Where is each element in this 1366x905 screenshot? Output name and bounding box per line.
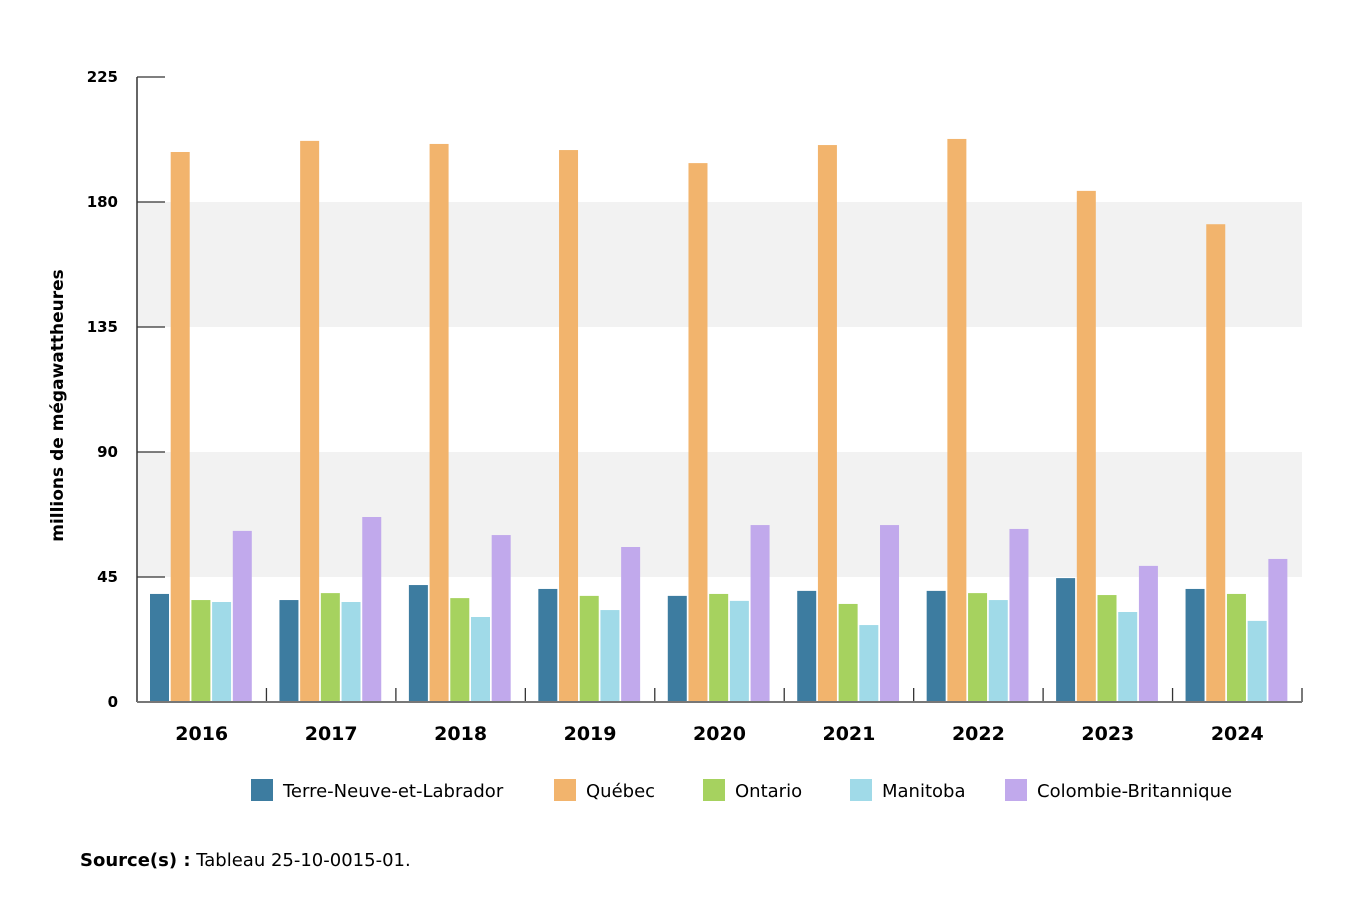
bar-manitoba-2021 bbox=[859, 625, 879, 702]
bar-qu-bec-2024 bbox=[1206, 224, 1226, 702]
y-tick-label: 90 bbox=[97, 443, 118, 461]
bar-terre-neuve-et-labrador-2020 bbox=[667, 595, 687, 702]
legend-label: Terre-Neuve-et-Labrador bbox=[282, 781, 504, 802]
source-note: Source(s) : Tableau 25-10-0015-01. bbox=[80, 850, 411, 871]
y-tick-label: 0 bbox=[108, 693, 118, 711]
x-tick-label: 2017 bbox=[305, 723, 358, 745]
legend-label: Québec bbox=[586, 781, 655, 802]
bar-ontario-2021 bbox=[838, 603, 858, 702]
bar-ontario-2023 bbox=[1097, 595, 1117, 702]
bar-manitoba-2022 bbox=[988, 600, 1008, 702]
bar-manitoba-2019 bbox=[600, 610, 620, 702]
bar-manitoba-2024 bbox=[1247, 620, 1267, 702]
bar-terre-neuve-et-labrador-2018 bbox=[408, 585, 428, 702]
bar-colombie-britannique-2020 bbox=[750, 525, 770, 702]
bar-qu-bec-2022 bbox=[947, 138, 967, 702]
bar-qu-bec-2016 bbox=[170, 152, 190, 702]
bar-qu-bec-2020 bbox=[688, 163, 708, 703]
bar-ontario-2020 bbox=[709, 593, 729, 702]
bar-terre-neuve-et-labrador-2023 bbox=[1056, 578, 1076, 702]
bar-ontario-2019 bbox=[579, 595, 599, 702]
bar-terre-neuve-et-labrador-2024 bbox=[1185, 588, 1205, 702]
y-tick-label: 225 bbox=[87, 68, 118, 86]
source-text: Tableau 25-10-0015-01. bbox=[190, 850, 411, 871]
bar-manitoba-2016 bbox=[212, 602, 232, 702]
bar-qu-bec-2018 bbox=[429, 143, 449, 702]
bar-qu-bec-2019 bbox=[559, 150, 579, 703]
bar-qu-bec-2017 bbox=[300, 140, 320, 702]
grid-band bbox=[137, 452, 1302, 577]
y-tick-label: 45 bbox=[97, 568, 118, 586]
legend-label: Manitoba bbox=[882, 781, 966, 802]
bar-terre-neuve-et-labrador-2017 bbox=[279, 600, 299, 702]
bar-colombie-britannique-2022 bbox=[1009, 528, 1029, 702]
x-tick-label: 2021 bbox=[822, 723, 875, 745]
bar-chart: 0 45 90 135 180 225 millions de mégawattheures… bbox=[48, 68, 1303, 802]
y-axis-label: millions de mégawattheures bbox=[48, 269, 68, 542]
bar-qu-bec-2021 bbox=[817, 145, 837, 703]
x-tick-label: 2016 bbox=[175, 723, 228, 745]
bar-colombie-britannique-2019 bbox=[621, 547, 641, 702]
legend-label: Colombie-Britannique bbox=[1037, 781, 1232, 802]
bar-colombie-britannique-2024 bbox=[1268, 558, 1288, 702]
bar-qu-bec-2023 bbox=[1076, 190, 1096, 702]
bar-colombie-britannique-2017 bbox=[362, 517, 382, 702]
bar-terre-neuve-et-labrador-2016 bbox=[150, 593, 169, 702]
x-tick-label: 2019 bbox=[564, 723, 617, 745]
x-tick-label: 2024 bbox=[1211, 723, 1264, 745]
bar-manitoba-2017 bbox=[341, 602, 361, 702]
source-label: Source(s) : bbox=[80, 850, 191, 871]
grid-band bbox=[137, 202, 1302, 327]
y-tick-label: 180 bbox=[87, 193, 118, 211]
bar-terre-neuve-et-labrador-2022 bbox=[926, 590, 946, 702]
x-tick-label: 2022 bbox=[952, 723, 1005, 745]
bar-manitoba-2018 bbox=[470, 617, 490, 702]
legend-swatch bbox=[850, 779, 872, 801]
bar-terre-neuve-et-labrador-2019 bbox=[538, 588, 558, 702]
bar-colombie-britannique-2018 bbox=[491, 535, 511, 702]
bar-terre-neuve-et-labrador-2021 bbox=[797, 590, 817, 702]
bar-manitoba-2023 bbox=[1118, 612, 1138, 702]
x-tick-label: 2018 bbox=[434, 723, 487, 745]
bar-colombie-britannique-2021 bbox=[880, 525, 900, 702]
legend-label: Ontario bbox=[735, 781, 802, 802]
legend-swatch bbox=[554, 779, 576, 801]
bar-colombie-britannique-2016 bbox=[232, 530, 252, 702]
x-tick-label: 2023 bbox=[1081, 723, 1134, 745]
bar-ontario-2024 bbox=[1226, 593, 1246, 702]
y-tick-label: 135 bbox=[87, 318, 118, 336]
legend-swatch bbox=[251, 779, 273, 801]
legend-swatch bbox=[703, 779, 725, 801]
x-tick-label: 2020 bbox=[693, 723, 746, 745]
bar-ontario-2018 bbox=[450, 598, 470, 702]
bar-manitoba-2020 bbox=[729, 600, 749, 702]
bar-ontario-2016 bbox=[191, 600, 211, 702]
legend-swatch bbox=[1005, 779, 1027, 801]
bar-colombie-britannique-2023 bbox=[1138, 565, 1158, 702]
bar-ontario-2017 bbox=[320, 593, 340, 702]
bar-ontario-2022 bbox=[968, 593, 988, 702]
